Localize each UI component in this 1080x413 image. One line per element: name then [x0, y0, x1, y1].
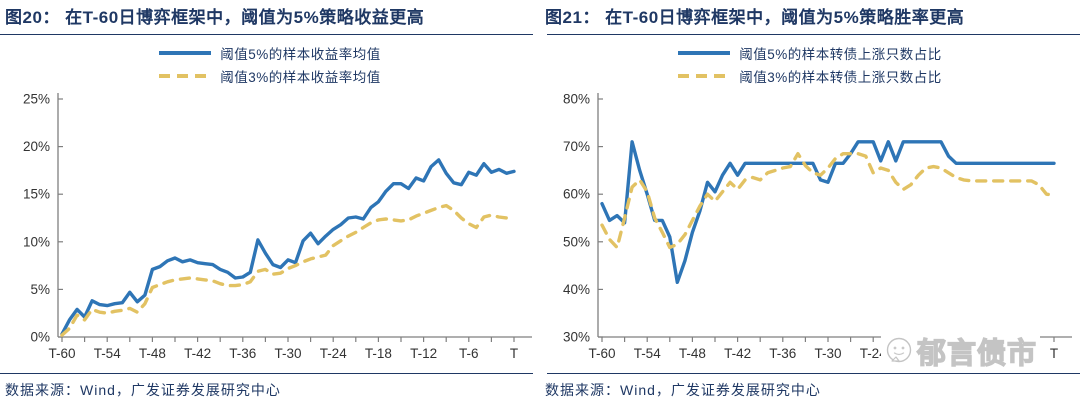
line-chart-returns: 0% 5% 10% 15% 20% 25% T-60 T-54 T-48 T-42 T-36 T-30… — [23, 92, 532, 361]
svg-text:T-6: T-6 — [459, 346, 479, 361]
svg-text:T-36: T-36 — [229, 346, 256, 361]
legend-item: 阈值5%的样本转债上涨只数占比 — [678, 43, 942, 63]
chart-20-plot-area: 0% 5% 10% 15% 20% 25% T-60 T-54 T-48 T-42 T-36 T-30… — [0, 91, 540, 373]
legend-solid-line-swatch — [159, 51, 212, 55]
svg-text:T-48: T-48 — [139, 346, 166, 361]
svg-text:T-48: T-48 — [679, 346, 706, 361]
svg-text:30%: 30% — [563, 330, 590, 345]
legend-dashed-line-swatch — [678, 74, 731, 78]
svg-text:0%: 0% — [30, 330, 50, 345]
legend-label: 阈值5%的样本转债上涨只数占比 — [739, 47, 942, 62]
svg-text:T-42: T-42 — [184, 346, 211, 361]
watermark-text: 郁言债市 — [916, 337, 1038, 370]
legend-dashed-line-swatch — [159, 74, 212, 78]
source-divider — [0, 373, 533, 374]
chart-20-legend: 阈值5%的样本收益率均值 阈值3%的样本收益率均值 — [0, 35, 540, 91]
figure-21-title: 图21： 在T-60日博弈框架中，阈值为5%策略胜率更高 — [545, 8, 965, 27]
svg-text:T-60: T-60 — [588, 346, 615, 361]
svg-text:5%: 5% — [30, 282, 50, 297]
svg-text:15%: 15% — [23, 187, 50, 202]
source-note: 数据来源：Wind，广发证券发展研究中心 — [545, 382, 821, 398]
legend-label: 阈值5%的样本收益率均值 — [220, 47, 381, 62]
svg-text:T-30: T-30 — [274, 346, 301, 361]
chart-21-plot-area: 30% 40% 50% 60% 70% 80% T-60 T-54 T-48 T-42 T-36 T-… — [540, 91, 1080, 373]
svg-text:20%: 20% — [23, 139, 50, 154]
figure-panel-20: 图20： 在T-60日博弈框架中，阈值为5%策略收益更高 阈值5%的样本收益率均… — [0, 8, 540, 398]
chat-bubble-logo-icon — [886, 337, 912, 363]
watermark: 郁言债市 — [881, 332, 1041, 371]
title-divider — [0, 34, 533, 35]
svg-text:50%: 50% — [563, 234, 590, 249]
svg-text:T-54: T-54 — [94, 346, 122, 361]
legend-item: 阈值3%的样本转债上涨只数占比 — [678, 66, 942, 86]
svg-text:T-12: T-12 — [410, 346, 437, 361]
svg-text:T-24: T-24 — [860, 346, 888, 361]
svg-text:40%: 40% — [563, 282, 590, 297]
legend-label: 阈值3%的样本转债上涨只数占比 — [739, 70, 942, 85]
svg-text:70%: 70% — [563, 139, 590, 154]
legend-solid-line-swatch — [678, 51, 731, 55]
legend-item: 阈值5%的样本收益率均值 — [159, 43, 381, 63]
figure-20-title: 图20： 在T-60日博弈框架中，阈值为5%策略收益更高 — [5, 8, 425, 27]
svg-text:T-24: T-24 — [320, 346, 348, 361]
chart-21-legend: 阈值5%的样本转债上涨只数占比 阈值3%的样本转债上涨只数占比 — [540, 35, 1080, 91]
svg-text:T-42: T-42 — [724, 346, 751, 361]
svg-text:T-36: T-36 — [769, 346, 796, 361]
figure-panel-21: 图21： 在T-60日博弈框架中，阈值为5%策略胜率更高 阈值5%的样本转债上涨… — [540, 0, 1080, 413]
svg-text:T: T — [1050, 346, 1058, 361]
legend-item: 阈值3%的样本收益率均值 — [159, 66, 381, 86]
legend-label: 阈值3%的样本收益率均值 — [220, 70, 381, 85]
source-note: 数据来源：Wind，广发证券发展研究中心 — [5, 382, 281, 398]
source-divider — [547, 373, 1080, 374]
title-divider — [547, 34, 1080, 35]
svg-text:T-60: T-60 — [48, 346, 75, 361]
svg-text:80%: 80% — [563, 92, 590, 107]
svg-text:T-54: T-54 — [634, 346, 662, 361]
svg-text:25%: 25% — [23, 92, 50, 107]
svg-text:60%: 60% — [563, 187, 590, 202]
svg-text:10%: 10% — [23, 234, 50, 249]
svg-text:T: T — [510, 346, 518, 361]
svg-text:T-30: T-30 — [814, 346, 841, 361]
svg-text:T-18: T-18 — [365, 346, 392, 361]
